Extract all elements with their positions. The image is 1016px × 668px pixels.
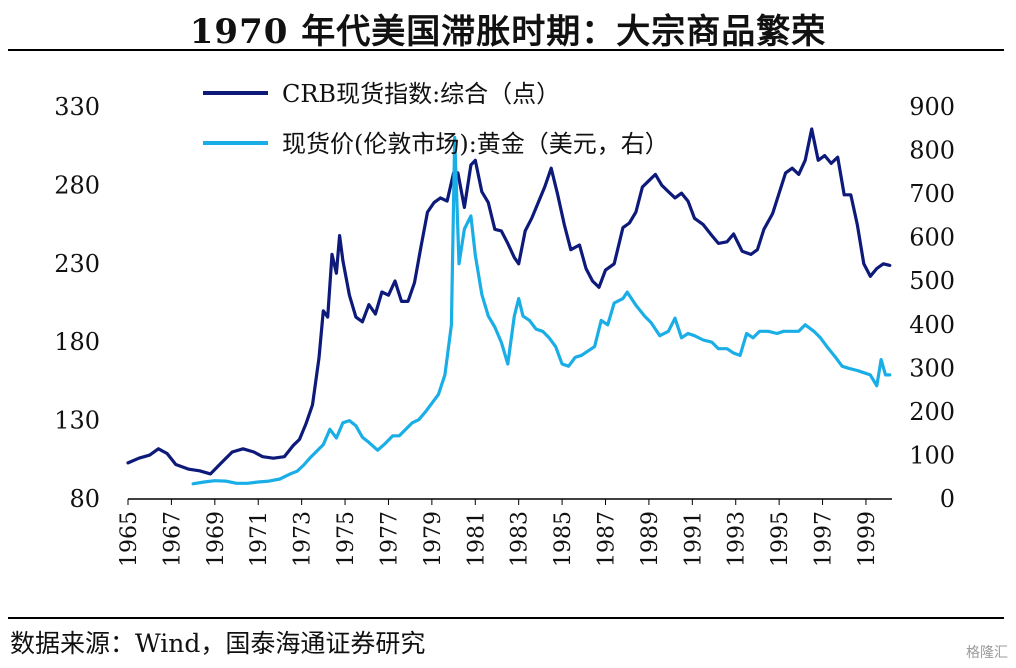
x-tick-label: 1985 [551,511,576,567]
x-tick-label: 1999 [855,511,880,567]
y-right-tick-label: 100 [909,441,955,469]
x-tick-label: 1997 [812,511,837,567]
y-right-tick-label: 200 [909,398,955,426]
x-tick-label: 1971 [247,511,272,567]
y-left-tick-label: 80 [69,485,100,513]
y-right-tick-label: 700 [909,180,955,208]
y-right-tick-label: 300 [909,354,955,382]
x-tick-label: 1995 [768,511,793,567]
y-left-tick-label: 130 [54,407,100,435]
gold-price-line [191,135,892,486]
y-left-tick-label: 180 [54,328,100,356]
y-right-tick-label: 500 [909,267,955,295]
y-right-tick-label: 400 [909,311,955,339]
x-tick-label: 1993 [725,511,750,567]
legend-crb-label: CRB现货指数:综合（点） [282,80,560,108]
x-tick-label: 1965 [117,511,142,567]
x-tick-label: 1991 [681,511,706,567]
x-tick-label: 1975 [334,511,359,567]
y-right-tick-label: 600 [909,224,955,252]
y-left-tick-label: 330 [54,93,100,121]
x-tick-label: 1987 [595,511,620,567]
y-left-tick-label: 280 [54,171,100,199]
x-tick-label: 1969 [204,511,229,567]
watermark-logo: 格隆汇 [966,645,1008,661]
x-tick-label: 1967 [160,511,185,567]
x-tick-label: 1989 [638,511,663,567]
y-right-tick-label: 800 [909,137,955,165]
x-tick-label: 1981 [464,511,489,567]
x-tick-label: 1983 [508,511,533,567]
y-right-tick-label: 0 [940,485,955,513]
title-rule [8,49,1004,51]
legend-gold-label: 现货价(伦敦市场):黄金（美元，右） [282,130,669,158]
x-tick-label: 1979 [421,511,446,567]
source-note: 数据来源：Wind，国泰海通证券研究 [10,629,426,658]
x-tick-label: 1973 [291,511,316,567]
chart-title: 1970 年代美国滞胀时期：大宗商品繁荣 [189,12,827,52]
x-tick-label: 1977 [377,511,402,567]
y-right-tick-label: 900 [909,93,955,121]
source-rule [8,617,1004,619]
crb-index-line [126,127,892,476]
y-left-tick-label: 230 [54,250,100,278]
